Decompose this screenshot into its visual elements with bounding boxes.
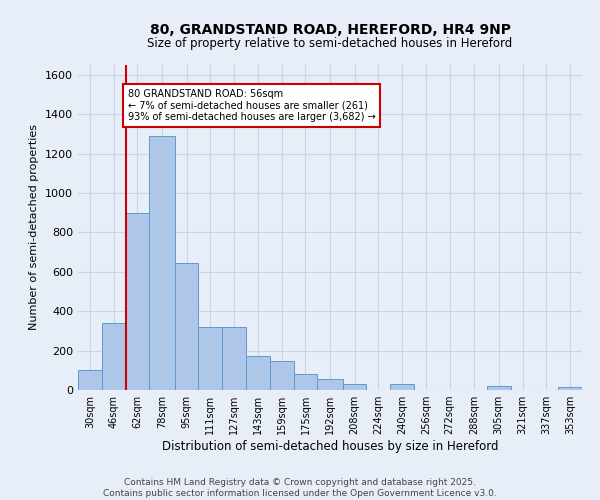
Bar <box>222 327 246 390</box>
Bar <box>246 356 270 390</box>
Bar <box>125 212 149 390</box>
Bar <box>487 386 511 390</box>
Y-axis label: Number of semi-detached properties: Number of semi-detached properties <box>29 124 40 330</box>
Bar <box>390 384 414 390</box>
Text: Contains HM Land Registry data © Crown copyright and database right 2025.
Contai: Contains HM Land Registry data © Crown c… <box>103 478 497 498</box>
Bar <box>102 323 125 390</box>
Bar <box>317 379 343 390</box>
Bar <box>270 362 293 390</box>
Bar <box>149 136 175 390</box>
Bar <box>199 327 222 390</box>
Bar <box>78 370 102 390</box>
X-axis label: Distribution of semi-detached houses by size in Hereford: Distribution of semi-detached houses by … <box>162 440 498 453</box>
Bar <box>343 384 367 390</box>
Text: 80 GRANDSTAND ROAD: 56sqm
← 7% of semi-detached houses are smaller (261)
93% of : 80 GRANDSTAND ROAD: 56sqm ← 7% of semi-d… <box>128 88 376 122</box>
Text: Size of property relative to semi-detached houses in Hereford: Size of property relative to semi-detach… <box>148 38 512 51</box>
Bar <box>558 387 582 390</box>
Bar <box>293 374 317 390</box>
Bar <box>175 263 199 390</box>
Text: 80, GRANDSTAND ROAD, HEREFORD, HR4 9NP: 80, GRANDSTAND ROAD, HEREFORD, HR4 9NP <box>149 22 511 36</box>
